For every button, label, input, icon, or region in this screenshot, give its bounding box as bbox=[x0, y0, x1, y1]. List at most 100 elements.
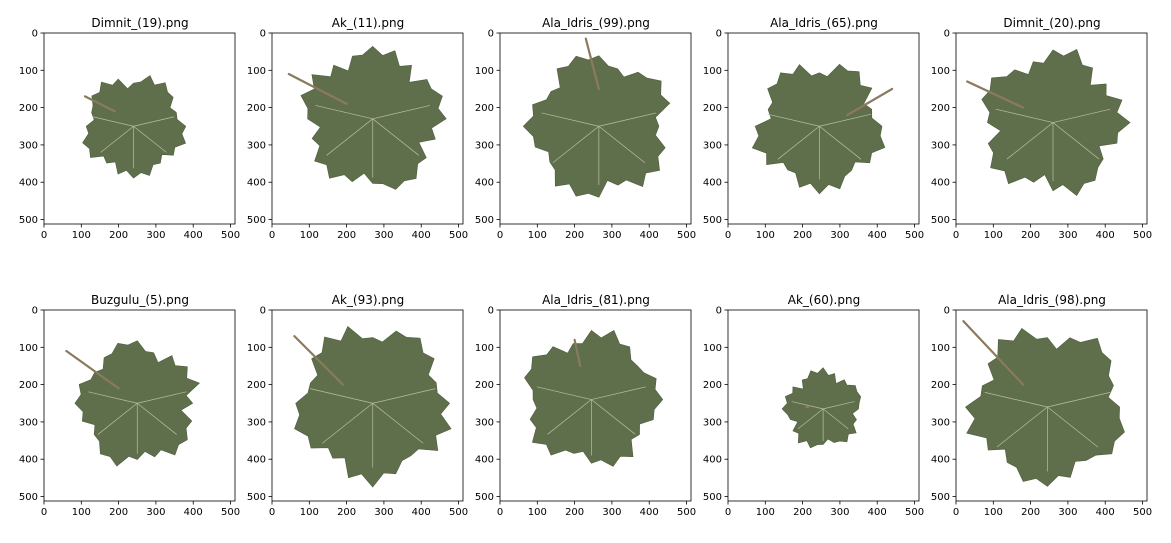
y-tick-label: 300 bbox=[19, 140, 38, 151]
y-tick-label: 100 bbox=[703, 343, 722, 354]
x-tick-label: 300 bbox=[146, 507, 165, 518]
leaf-vein bbox=[315, 105, 373, 120]
grape-leaf-image bbox=[522, 55, 671, 198]
grape-leaf-image bbox=[751, 63, 886, 195]
leaf-vein bbox=[97, 402, 138, 435]
y-tick-label: 300 bbox=[475, 417, 494, 428]
image-panel: Ak_(11).png 0 100 200 300 400 500 0 100 200 300 400… bbox=[246, 16, 468, 266]
leaf-vein bbox=[797, 408, 824, 430]
leaf-vein bbox=[1052, 122, 1100, 160]
panel-title: Ala_Idris_(99).png bbox=[542, 16, 650, 30]
image-panel: Ala_Idris_(98).png 0 100 200 300 400 500 0 100 20… bbox=[930, 293, 1152, 543]
x-tick-label: 0 bbox=[725, 230, 731, 241]
leaf-vein bbox=[133, 125, 167, 153]
y-tick-label: 400 bbox=[475, 178, 494, 189]
x-tick-label: 0 bbox=[497, 507, 503, 518]
x-tick-label: 500 bbox=[905, 230, 924, 241]
y-tick-label: 100 bbox=[247, 66, 266, 77]
y-tick-label: 100 bbox=[475, 343, 494, 354]
panel-title: Ala_Idris_(98).png bbox=[998, 293, 1106, 307]
y-tick-label: 400 bbox=[703, 455, 722, 466]
panel-title: Ala_Idris_(65).png bbox=[770, 16, 878, 30]
leaf-vein bbox=[372, 388, 436, 404]
y-tick-label: 200 bbox=[475, 103, 494, 114]
y-tick-label: 500 bbox=[19, 215, 38, 226]
leaf-stem bbox=[962, 320, 1025, 386]
x-tick-label: 200 bbox=[337, 507, 356, 518]
leaf-stem bbox=[573, 338, 582, 368]
leaf-vein bbox=[819, 113, 872, 127]
y-tick-label: 0 bbox=[488, 29, 494, 40]
leaf-vein bbox=[1047, 406, 1099, 448]
x-tick-label: 400 bbox=[1096, 507, 1115, 518]
x-tick-label: 300 bbox=[830, 507, 849, 518]
x-tick-label: 100 bbox=[756, 230, 775, 241]
x-tick-label: 100 bbox=[984, 507, 1003, 518]
leaf-vein bbox=[326, 118, 373, 156]
y-tick-label: 0 bbox=[716, 29, 722, 40]
image-panel: Ak_(60).png 0 100 200 300 400 500 0 100 200 300 400… bbox=[702, 293, 924, 543]
leaf-vein bbox=[791, 401, 824, 410]
y-tick-label: 0 bbox=[32, 306, 38, 317]
leaf-vein bbox=[536, 386, 592, 400]
y-tick-label: 100 bbox=[19, 66, 38, 77]
y-tick-label: 0 bbox=[944, 29, 950, 40]
x-tick-label: 100 bbox=[72, 507, 91, 518]
y-tick-label: 500 bbox=[931, 492, 950, 503]
y-tick-label: 300 bbox=[247, 417, 266, 428]
x-tick-label: 0 bbox=[269, 230, 275, 241]
leaf-vein bbox=[552, 125, 600, 164]
x-tick-label: 100 bbox=[72, 230, 91, 241]
image-panel: Ala_Idris_(81).png 0 100 200 300 400 500 0 100 20… bbox=[474, 293, 696, 543]
x-tick-label: 400 bbox=[412, 507, 431, 518]
grape-leaf-image bbox=[981, 48, 1131, 197]
x-tick-label: 300 bbox=[602, 507, 621, 518]
y-tick-label: 500 bbox=[19, 492, 38, 503]
image-panel: Buzgulu_(5).png 0 100 200 300 400 500 0 100 200 30… bbox=[18, 293, 240, 543]
x-tick-label: 200 bbox=[565, 230, 584, 241]
image-panel: Ak_(93).png 0 100 200 300 400 500 0 100 200 300 400… bbox=[246, 293, 468, 543]
y-tick-label: 200 bbox=[247, 380, 266, 391]
y-tick-label: 200 bbox=[247, 103, 266, 114]
y-tick-label: 100 bbox=[931, 343, 950, 354]
y-tick-label: 300 bbox=[703, 140, 722, 151]
y-tick-label: 400 bbox=[247, 455, 266, 466]
x-tick-label: 400 bbox=[868, 230, 887, 241]
leaf-vein bbox=[819, 125, 862, 160]
y-tick-label: 0 bbox=[260, 29, 266, 40]
y-tick-label: 500 bbox=[703, 492, 722, 503]
x-tick-label: 500 bbox=[677, 230, 696, 241]
leaf-vein bbox=[372, 118, 419, 156]
y-tick-label: 0 bbox=[944, 306, 950, 317]
x-tick-label: 400 bbox=[640, 230, 659, 241]
x-tick-label: 400 bbox=[412, 230, 431, 241]
x-tick-label: 0 bbox=[41, 507, 47, 518]
panel-title: Ak_(11).png bbox=[331, 16, 405, 30]
y-tick-label: 500 bbox=[247, 215, 266, 226]
leaf-vein bbox=[591, 399, 636, 435]
x-tick-label: 400 bbox=[184, 230, 203, 241]
panel-title: Buzgulu_(5).png bbox=[91, 293, 189, 307]
panel-title: Ala_Idris_(81).png bbox=[542, 293, 650, 307]
x-tick-label: 0 bbox=[41, 230, 47, 241]
y-tick-label: 200 bbox=[19, 103, 38, 114]
leaf-vein bbox=[591, 386, 646, 400]
leaf-vein bbox=[92, 116, 134, 127]
leaf-vein bbox=[598, 112, 657, 127]
y-tick-label: 100 bbox=[703, 66, 722, 77]
x-tick-label: 200 bbox=[337, 230, 356, 241]
x-tick-label: 200 bbox=[1021, 230, 1040, 241]
x-tick-label: 500 bbox=[221, 507, 240, 518]
x-tick-label: 200 bbox=[109, 507, 128, 518]
leaf-vein bbox=[133, 116, 175, 127]
leaf-stem bbox=[83, 95, 116, 113]
y-tick-label: 500 bbox=[247, 492, 266, 503]
x-tick-label: 400 bbox=[640, 507, 659, 518]
y-tick-label: 0 bbox=[488, 306, 494, 317]
leaf-vein bbox=[137, 402, 177, 435]
